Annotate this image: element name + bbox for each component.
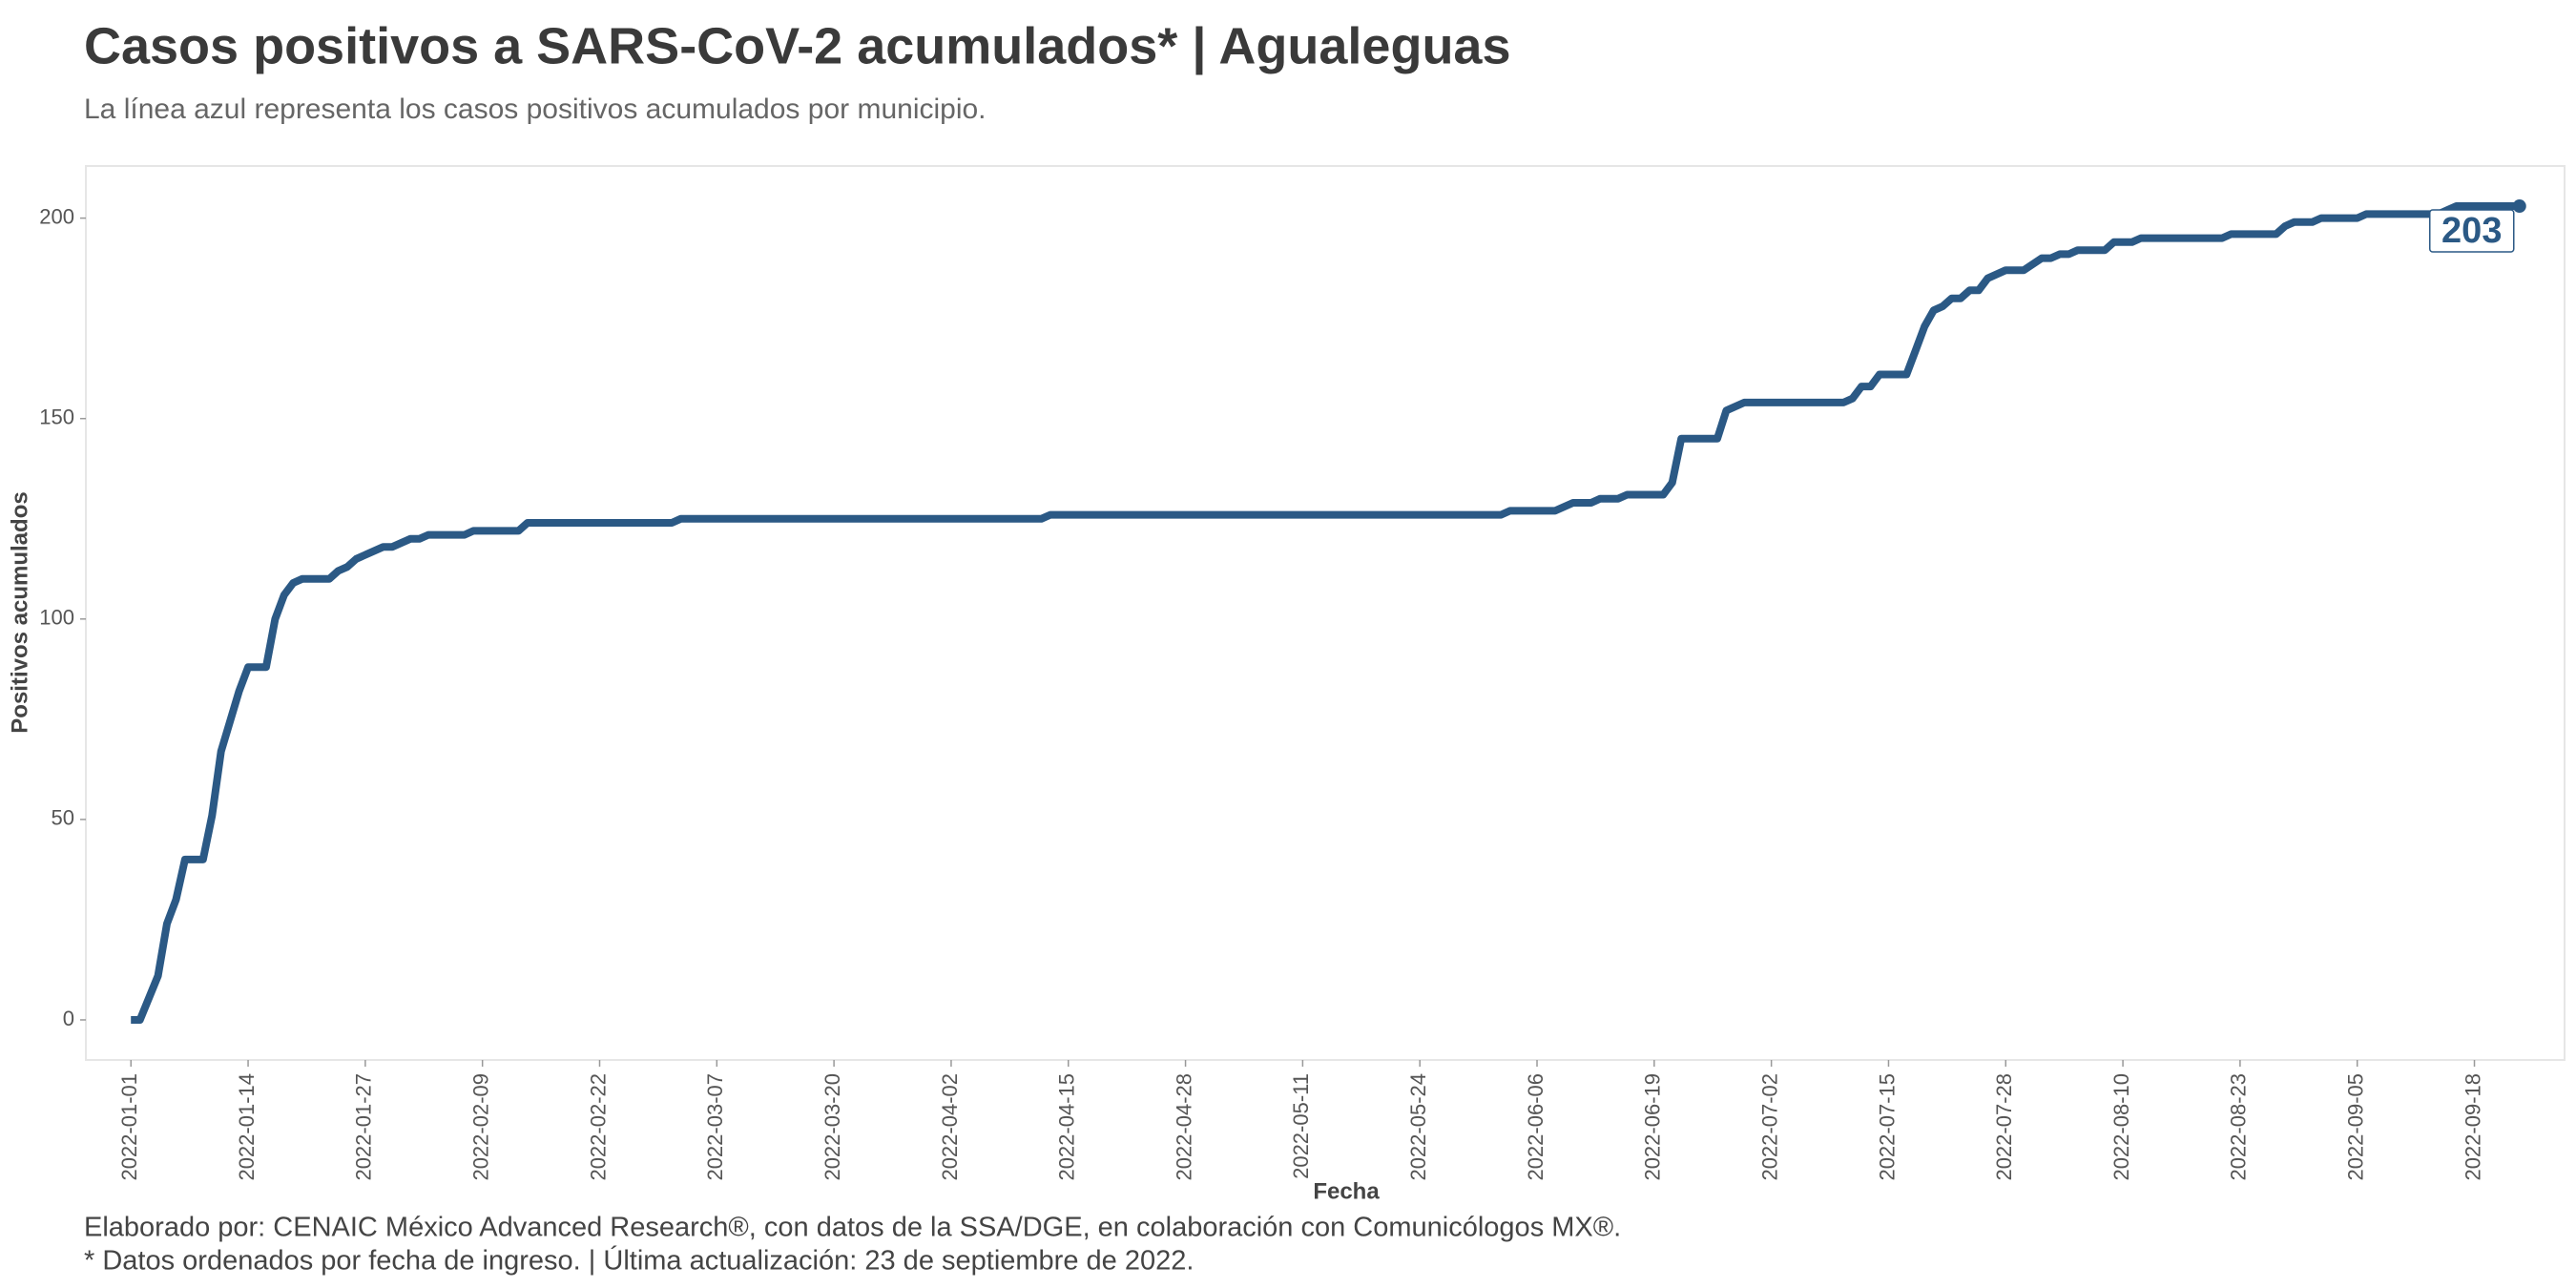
- end-label: 203: [2441, 211, 2502, 251]
- x-tick-label: 2022-01-01: [117, 1073, 141, 1181]
- y-tick-label: 0: [63, 1007, 74, 1030]
- x-tick-label: 2022-06-19: [1641, 1073, 1665, 1181]
- chart-title: Casos positivos a SARS-CoV-2 acumulados*…: [84, 17, 1511, 75]
- end-point: [2512, 199, 2526, 214]
- y-tick-label: 50: [52, 806, 74, 830]
- y-tick-label: 100: [39, 606, 74, 630]
- caption: * Datos ordenados por fecha de ingreso. …: [84, 1245, 1194, 1277]
- y-tick-label: 150: [39, 405, 74, 429]
- x-axis-label: Fecha: [1313, 1178, 1380, 1204]
- x-tick-label: 2022-05-24: [1406, 1073, 1430, 1181]
- x-tick-label: 2022-08-10: [2109, 1073, 2133, 1181]
- x-tick-label: 2022-04-15: [1055, 1073, 1079, 1181]
- x-tick-label: 2022-02-09: [468, 1073, 492, 1181]
- x-tick-label: 2022-04-28: [1172, 1073, 1195, 1181]
- x-tick-label: 2022-05-11: [1289, 1073, 1313, 1179]
- y-axis-label: Positivos acumulados: [7, 491, 32, 733]
- x-tick-label: 2022-07-28: [1992, 1073, 2016, 1181]
- plot-frame: [85, 165, 2566, 1061]
- line: [131, 202, 2520, 1024]
- x-tick-label: 2022-08-23: [2227, 1073, 2251, 1181]
- x-tick-label: 2022-02-22: [586, 1073, 610, 1181]
- x-tick-label: 2022-04-02: [938, 1073, 962, 1181]
- x-tick-label: 2022-07-15: [1875, 1073, 1899, 1181]
- y-tick-label: 200: [39, 204, 74, 228]
- chart-subtitle: La línea azul representa los casos posit…: [84, 93, 987, 125]
- x-tick-label: 2022-07-02: [1757, 1073, 1781, 1181]
- end-label-box: [2429, 209, 2515, 253]
- caption: Elaborado por: CENAIC México Advanced Re…: [84, 1213, 1621, 1243]
- x-tick-label: 2022-03-07: [703, 1073, 727, 1181]
- x-tick-label: 2022-01-14: [235, 1073, 259, 1181]
- x-tick-label: 2022-09-18: [2461, 1073, 2484, 1181]
- x-tick-label: 2022-01-27: [352, 1073, 376, 1181]
- x-tick-label: 2022-06-06: [1524, 1073, 1548, 1181]
- x-tick-label: 2022-09-05: [2344, 1073, 2368, 1181]
- x-tick-label: 2022-03-20: [821, 1073, 844, 1181]
